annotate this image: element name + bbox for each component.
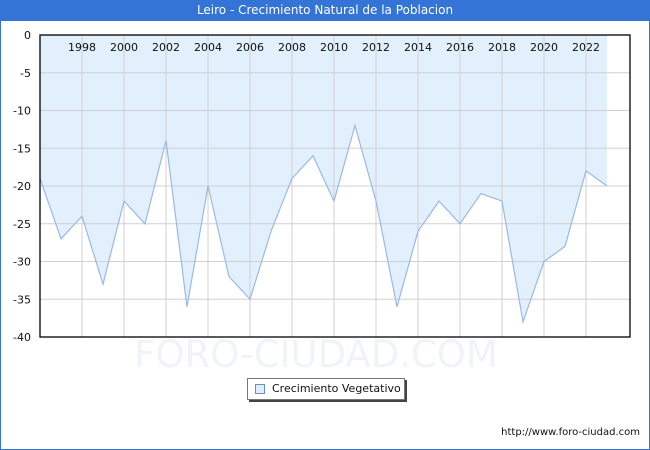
x-tick-label: 2008 xyxy=(278,41,306,54)
x-tick-label: 2022 xyxy=(572,41,600,54)
x-tick-label: 2010 xyxy=(320,41,348,54)
x-tick-label: 2016 xyxy=(446,41,474,54)
y-tick-label: -25 xyxy=(13,218,31,231)
y-tick-label: -10 xyxy=(13,105,31,118)
x-tick-label: 2002 xyxy=(152,41,180,54)
y-tick-label: -5 xyxy=(20,67,31,80)
x-tick-label: 2006 xyxy=(236,41,264,54)
x-tick-label: 2018 xyxy=(488,41,516,54)
y-tick-label: 0 xyxy=(24,29,31,42)
x-tick-label: 2012 xyxy=(362,41,390,54)
y-tick-label: -15 xyxy=(13,142,31,155)
series-line xyxy=(39,123,608,325)
source-url: http://www.foro-ciudad.com xyxy=(501,427,640,438)
y-tick-label: -20 xyxy=(13,180,31,193)
x-tick-label: 2000 xyxy=(110,41,138,54)
legend: Crecimiento Vegetativo xyxy=(247,378,405,400)
x-tick-label: 2020 xyxy=(530,41,558,54)
x-tick-label: 1998 xyxy=(68,41,96,54)
y-tick-label: -40 xyxy=(13,331,31,344)
legend-swatch-icon xyxy=(255,384,265,394)
x-tick-label: 2014 xyxy=(404,41,432,54)
y-tick-label: -35 xyxy=(13,293,31,306)
watermark: FORO-CIUDAD.COM xyxy=(134,333,498,376)
plot-border xyxy=(39,34,631,338)
chart-title: Leiro - Crecimiento Natural de la Poblac… xyxy=(0,0,650,21)
x-tick-label: 2004 xyxy=(194,41,222,54)
legend-label: Crecimiento Vegetativo xyxy=(272,382,401,395)
y-tick-label: -30 xyxy=(13,256,31,269)
